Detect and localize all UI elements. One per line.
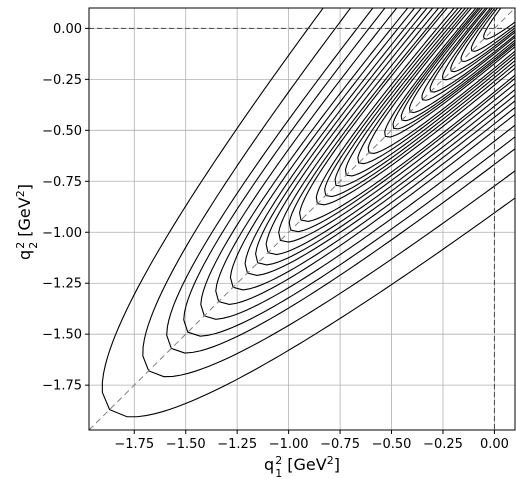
contour-line	[483, 8, 515, 40]
contour-line	[334, 8, 515, 187]
plot-frame	[88, 7, 516, 431]
y-tick-label: −1.75	[42, 379, 82, 394]
y-axis-label: q22 [GeV2]	[14, 184, 40, 260]
contour-line	[384, 8, 515, 138]
y-tick-label: −0.25	[42, 73, 82, 88]
x-axis-label: q2 1 [GeV2]	[264, 454, 340, 479]
x-tick-label: −0.50	[372, 437, 412, 452]
contour-line	[441, 8, 515, 81]
contour-line	[450, 8, 515, 73]
contour-line	[278, 8, 515, 243]
x-tick-label: −1.25	[217, 437, 257, 452]
y-tick-label: 0.00	[53, 22, 82, 37]
contour-line	[183, 8, 515, 337]
x-tick-label: −1.50	[166, 437, 206, 452]
contour-line	[421, 8, 515, 101]
x-tick-label: −1.00	[269, 437, 309, 452]
contour-line	[357, 8, 515, 165]
contour-line	[101, 8, 515, 418]
x-tick-label: −0.75	[320, 437, 360, 452]
y-tick-label: −1.00	[42, 226, 82, 241]
contour-line	[470, 8, 515, 52]
axis-ticks: −1.75 −1.50 −1.25 −1.00 −0.75 −0.50 −0.25 0.00 0…	[42, 22, 509, 452]
x-tick-label: −1.75	[114, 437, 154, 452]
y-tick-label: −1.50	[42, 328, 82, 343]
y-tick-label: −1.25	[42, 277, 82, 292]
contour-line	[299, 8, 515, 222]
contour-line	[392, 8, 515, 130]
y-tick-label: −0.75	[42, 175, 82, 190]
reference-lines	[89, 8, 515, 430]
x-tick-label: −0.25	[423, 437, 463, 452]
contour-line	[255, 8, 515, 266]
y-tick-label: −0.50	[42, 124, 82, 139]
x-tick-label: 0.00	[480, 437, 509, 452]
